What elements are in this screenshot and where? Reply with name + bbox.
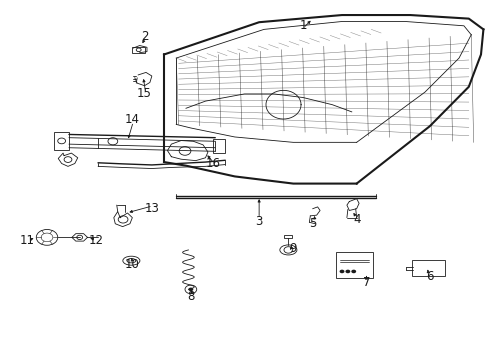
Circle shape xyxy=(64,157,72,162)
Text: 6: 6 xyxy=(425,270,433,283)
Circle shape xyxy=(118,216,128,223)
Ellipse shape xyxy=(279,245,296,255)
Circle shape xyxy=(284,247,292,253)
Bar xyxy=(54,132,69,149)
Text: 16: 16 xyxy=(205,157,220,170)
Circle shape xyxy=(41,233,53,242)
Circle shape xyxy=(339,270,344,273)
FancyBboxPatch shape xyxy=(411,260,445,276)
FancyBboxPatch shape xyxy=(335,252,372,278)
Text: 15: 15 xyxy=(137,87,152,100)
Bar xyxy=(212,139,224,153)
Bar xyxy=(284,234,292,238)
Text: 9: 9 xyxy=(289,242,296,255)
Text: 11: 11 xyxy=(20,234,35,247)
Ellipse shape xyxy=(122,256,140,265)
Text: 2: 2 xyxy=(141,30,148,43)
Text: 5: 5 xyxy=(308,216,316,230)
Text: 1: 1 xyxy=(299,19,306,32)
Circle shape xyxy=(188,288,193,291)
Circle shape xyxy=(58,138,65,144)
Bar xyxy=(132,47,144,53)
Text: 14: 14 xyxy=(124,113,140,126)
Text: 7: 7 xyxy=(362,276,369,289)
Text: 4: 4 xyxy=(352,213,360,226)
Text: 8: 8 xyxy=(187,290,194,303)
Text: 10: 10 xyxy=(124,258,140,271)
Text: 3: 3 xyxy=(255,215,262,228)
Circle shape xyxy=(36,229,58,245)
Text: 12: 12 xyxy=(88,234,103,247)
Circle shape xyxy=(108,138,118,145)
Ellipse shape xyxy=(127,258,136,263)
Circle shape xyxy=(184,285,196,294)
Text: 13: 13 xyxy=(144,202,159,215)
Circle shape xyxy=(345,270,349,273)
Circle shape xyxy=(77,235,82,239)
Circle shape xyxy=(350,270,355,273)
Circle shape xyxy=(179,147,190,155)
